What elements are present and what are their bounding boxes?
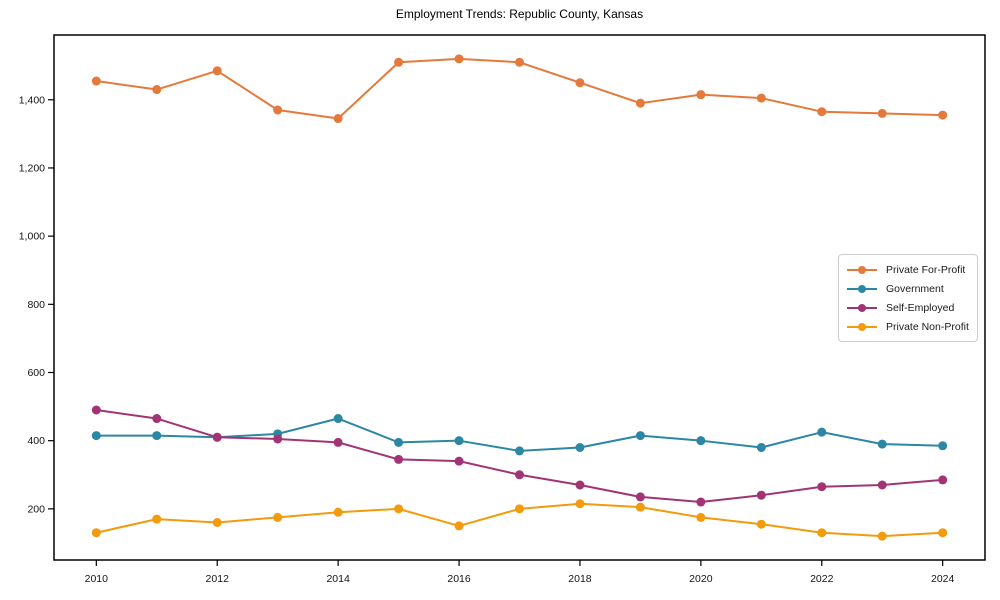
series-line-self-employed: [95, 409, 944, 504]
data-point-government-2021: [756, 443, 766, 452]
data-point-self-employed-2019: [635, 492, 645, 502]
data-point-government-2010: [91, 431, 101, 441]
data-point-self-employed-2018: [575, 480, 585, 490]
data-point-self-employed-2011: [152, 414, 162, 424]
data-point-private-for-profit-2022: [817, 107, 827, 117]
y-tick-label: 1,000: [19, 231, 45, 243]
legend-label: Government: [886, 282, 944, 295]
data-point-self-employed-2013: [273, 434, 283, 444]
data-point-private-for-profit-2024: [938, 110, 948, 120]
data-point-private-for-profit-2018: [575, 78, 585, 88]
data-point-private-non-profit-2010: [91, 528, 101, 538]
y-tick-label: 400: [27, 435, 45, 447]
data-point-self-employed-2016: [454, 456, 464, 466]
data-point-private-for-profit-2021: [756, 93, 766, 103]
data-point-private-non-profit-2019: [635, 502, 645, 512]
data-point-self-employed-2022: [817, 482, 827, 492]
data-point-government-2015: [394, 437, 404, 447]
y-tick-label: 1,400: [19, 94, 45, 106]
x-tick-label: 2022: [810, 573, 834, 585]
legend-label: Private Non-Profit: [886, 320, 969, 333]
x-tick-label: 2016: [447, 573, 471, 585]
data-point-private-non-profit-2023: [877, 531, 887, 541]
legend-label: Private For-Profit: [886, 263, 966, 276]
data-point-government-2017: [515, 446, 524, 456]
data-point-private-for-profit-2016: [454, 54, 464, 64]
legend-line-marker-icon: [847, 303, 877, 313]
data-point-private-for-profit-2012: [212, 66, 222, 76]
data-point-government-2022: [817, 427, 827, 437]
legend: Private For-Profit Government Self-Employe…: [838, 254, 978, 342]
data-point-private-non-profit-2015: [394, 504, 404, 514]
data-point-government-2011: [152, 431, 162, 441]
data-point-government-2016: [454, 436, 464, 446]
y-tick-label: 200: [27, 503, 45, 515]
data-point-self-employed-2012: [212, 432, 222, 442]
data-point-private-non-profit-2021: [756, 519, 766, 529]
data-point-government-2018: [575, 443, 585, 452]
data-point-private-for-profit-2017: [515, 57, 524, 67]
data-point-self-employed-2010: [91, 405, 101, 415]
plot-border: [53, 34, 986, 561]
data-point-self-employed-2017: [515, 470, 524, 480]
data-point-private-non-profit-2016: [454, 521, 464, 531]
legend-item-self-employed: Self-Employed: [847, 299, 969, 317]
x-tick-label: 2020: [689, 573, 713, 585]
x-tick-label: 2018: [568, 573, 592, 585]
data-point-private-non-profit-2020: [696, 512, 706, 522]
x-tick-label: 2012: [206, 573, 230, 585]
data-point-government-2020: [696, 436, 706, 446]
data-point-self-employed-2023: [877, 480, 887, 490]
data-point-private-non-profit-2018: [575, 499, 585, 509]
data-point-private-for-profit-2015: [394, 57, 404, 67]
data-point-self-employed-2021: [756, 490, 766, 500]
data-point-self-employed-2014: [333, 437, 343, 447]
legend-item-private-for-profit: Private For-Profit: [847, 261, 969, 279]
chart-title: Employment Trends: Republic County, Kans…: [395, 7, 644, 21]
data-point-private-non-profit-2013: [273, 512, 283, 522]
x-tick-label: 2014: [326, 573, 350, 585]
data-point-private-for-profit-2020: [696, 90, 706, 100]
data-point-government-2019: [635, 431, 645, 441]
data-point-self-employed-2020: [696, 497, 706, 507]
legend-line-marker-icon: [847, 322, 877, 332]
data-point-government-2023: [877, 439, 887, 449]
data-point-government-2014: [333, 414, 343, 424]
data-point-private-for-profit-2019: [635, 98, 645, 108]
data-point-private-non-profit-2014: [333, 507, 343, 517]
data-point-private-non-profit-2017: [515, 504, 524, 514]
data-point-self-employed-2024: [938, 475, 948, 485]
y-tick-label: 600: [27, 367, 45, 379]
x-tick-label: 2010: [85, 573, 109, 585]
data-point-self-employed-2015: [394, 454, 404, 464]
data-point-private-non-profit-2024: [938, 528, 948, 538]
data-point-private-for-profit-2011: [152, 85, 162, 95]
series-line-government: [95, 417, 944, 452]
data-point-private-for-profit-2013: [273, 105, 283, 115]
legend-label: Self-Employed: [886, 301, 955, 314]
data-point-private-non-profit-2022: [817, 528, 827, 538]
data-point-private-non-profit-2012: [212, 518, 222, 527]
y-tick-label: 1,200: [19, 162, 45, 174]
legend-item-government: Government: [847, 280, 969, 298]
data-point-private-non-profit-2011: [152, 514, 162, 524]
series-line-private-for-profit: [95, 57, 944, 120]
data-point-private-for-profit-2023: [877, 108, 887, 118]
x-tick-label: 2024: [931, 573, 955, 585]
y-tick-label: 800: [27, 299, 45, 311]
data-point-private-for-profit-2010: [91, 76, 101, 86]
legend-line-marker-icon: [847, 284, 877, 294]
data-point-government-2024: [938, 441, 948, 451]
data-point-private-for-profit-2014: [333, 114, 343, 124]
legend-item-private-non-profit: Private Non-Profit: [847, 318, 969, 336]
legend-line-marker-icon: [847, 265, 877, 275]
